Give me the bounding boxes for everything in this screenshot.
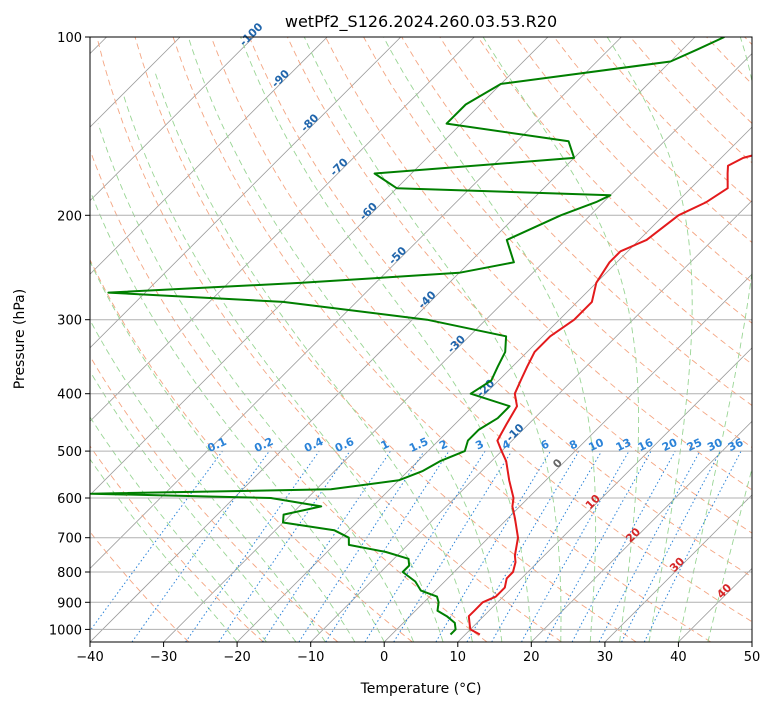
temperature-profile-line — [467, 154, 752, 636]
moist-adiabat-line — [482, 37, 640, 642]
moist-adiabat-line — [154, 72, 473, 642]
moist-adiabat-line — [707, 467, 752, 642]
mixing-ratio-label: 10 — [587, 436, 607, 454]
y-tick-label: 600 — [57, 492, 82, 507]
x-tick-label: 20 — [523, 650, 540, 665]
mixing-ratio-line — [262, 450, 391, 642]
chart-title: wetPf2_S126.2024.260.03.53.R20 — [285, 12, 557, 32]
moist-adiabat-line — [383, 37, 597, 642]
dry-adiabat-line — [172, 37, 712, 642]
dry-adiabat-line — [96, 37, 562, 642]
moist-adiabat-line — [677, 37, 752, 642]
mixing-ratio-label: 25 — [685, 436, 704, 454]
moist-adiabat-line — [303, 37, 562, 642]
dry-adiabat-line — [90, 445, 264, 642]
x-tick-label: −40 — [76, 650, 103, 665]
x-tick-label: −20 — [223, 650, 250, 665]
y-tick-label: 100 — [57, 31, 82, 46]
dewpoint-profile-line — [90, 37, 725, 636]
mixing-ratio-label: 20 — [660, 436, 680, 454]
dry-adiabat-line — [90, 258, 413, 642]
x-tick-label: −10 — [297, 650, 324, 665]
x-tick-label: 50 — [744, 650, 761, 665]
dry-adiabat-line — [90, 355, 339, 642]
y-tick-label: 800 — [57, 566, 82, 581]
mixing-ratio-line — [571, 450, 676, 642]
isotherm-line — [163, 53, 752, 642]
mixing-ratio-line — [185, 450, 320, 642]
mixing-ratio-label: 16 — [636, 436, 656, 454]
y-axis-label: Pressure (hPa) — [12, 289, 28, 389]
isotherm-line — [383, 273, 752, 642]
y-tick-label: 300 — [57, 314, 82, 329]
mixing-ratio-line — [131, 450, 270, 642]
isotherm-line — [236, 126, 752, 642]
y-tick-label: 200 — [57, 209, 82, 224]
mixing-ratio-line — [90, 450, 223, 632]
moist-adiabat-line — [122, 94, 444, 642]
y-tick-label: 700 — [57, 532, 82, 547]
plot-frame — [89, 36, 753, 643]
y-tick-label: 900 — [57, 596, 82, 611]
isotherm-line — [90, 37, 254, 202]
mixing-ratio-label: 30 — [705, 436, 725, 454]
pressure-gridlines — [90, 37, 752, 630]
isotherm-line — [90, 37, 622, 569]
moist-adiabat-line — [90, 370, 297, 642]
dry-adiabat-line — [210, 37, 752, 623]
isotherm-line — [90, 37, 328, 275]
dry-adiabat-line — [325, 37, 752, 491]
isotherm-line — [604, 494, 752, 642]
y-axis: 100 200 300 400 500 600 700 800 900 1000 — [49, 31, 90, 638]
x-axis-label: Temperature (°C) — [360, 681, 482, 697]
dry-adiabat-line — [286, 37, 752, 534]
moist-adiabat-line — [606, 37, 693, 642]
mixing-ratio-line — [643, 450, 742, 642]
isotherm-line — [90, 37, 475, 422]
y-tick-label: 400 — [57, 388, 82, 403]
isotherm-line — [90, 37, 696, 642]
mixing-ratio-line — [545, 450, 652, 642]
x-tick-label: −30 — [150, 650, 177, 665]
dry-adiabat-line — [248, 37, 752, 578]
mixing-ratio-label: 36 — [726, 436, 746, 454]
isotherm-line — [90, 37, 402, 349]
moist-adiabat-line — [90, 260, 356, 642]
moist-adiabat-line — [90, 319, 326, 642]
mixing-ratio-line — [393, 450, 513, 642]
x-tick-label: 10 — [450, 650, 467, 665]
isotherm-line — [90, 37, 549, 496]
x-axis: −40 −30 −20 −10 0 10 20 30 40 50 — [76, 642, 760, 665]
y-tick-label: 1000 — [49, 623, 82, 638]
mixing-ratio-label: 13 — [614, 436, 633, 454]
isotherm-line — [531, 420, 752, 642]
background-lines — [90, 37, 752, 642]
y-tick-label: 500 — [57, 445, 82, 460]
x-tick-label: 30 — [597, 650, 614, 665]
dry-adiabat-line — [134, 37, 637, 642]
moist-adiabat-line — [240, 37, 532, 642]
mixing-ratio-line — [298, 450, 425, 642]
profile-lines — [90, 37, 752, 636]
moist-adiabat-line — [90, 416, 267, 642]
x-tick-label: 40 — [670, 650, 687, 665]
mixing-ratio-line — [521, 450, 630, 642]
x-tick-label: 0 — [380, 650, 388, 665]
isotherm-line — [457, 347, 752, 642]
mixing-ratio-line — [218, 450, 351, 642]
mixing-ratio-line — [325, 450, 450, 642]
